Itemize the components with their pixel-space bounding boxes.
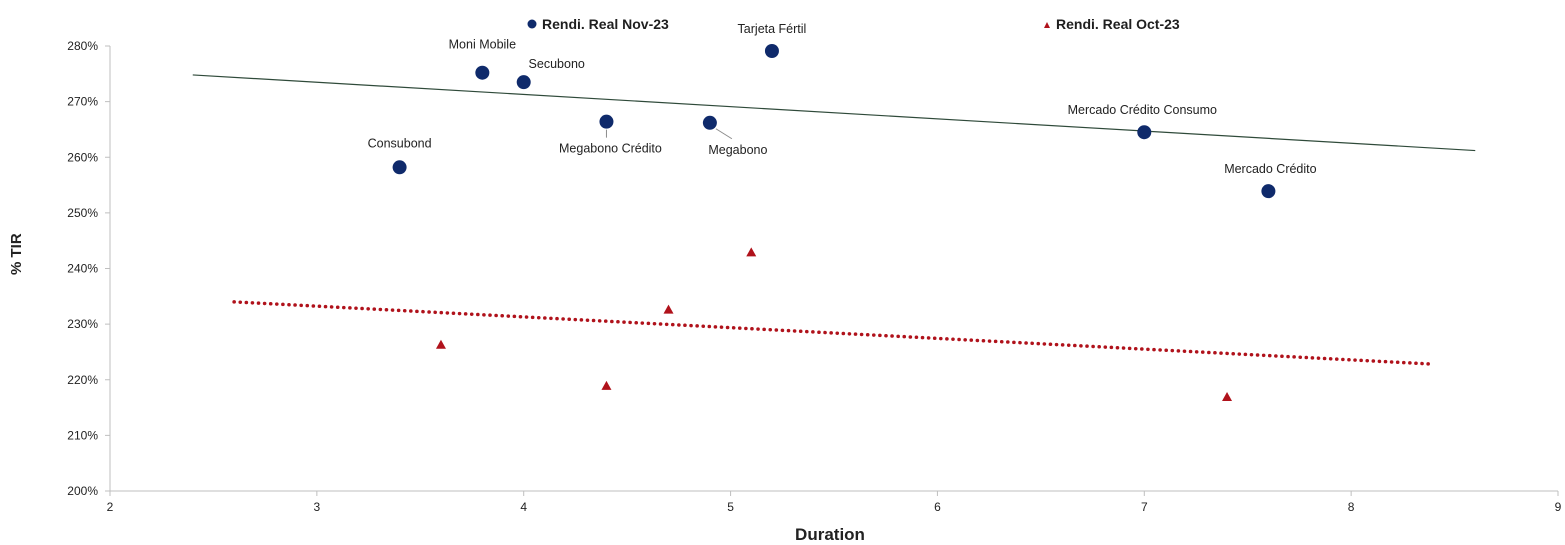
x-tick-label: 8 xyxy=(1348,500,1355,514)
data-point-nov xyxy=(1261,184,1276,199)
data-point-oct xyxy=(601,380,612,390)
x-tick-label: 2 xyxy=(107,500,114,514)
y-tick-label: 210% xyxy=(67,428,98,442)
x-tick-label: 9 xyxy=(1555,500,1562,514)
legend-label-nov: Rendi. Real Nov-23 xyxy=(542,16,669,32)
legend-label-oct: Rendi. Real Oct-23 xyxy=(1056,16,1180,32)
data-point-oct xyxy=(746,247,757,257)
y-tick-label: 280% xyxy=(67,39,98,53)
y-tick-label: 260% xyxy=(67,150,98,164)
data-point-nov xyxy=(599,114,614,129)
data-label: Mercado Crédito xyxy=(1224,162,1316,176)
y-axis-title: % TIR xyxy=(8,233,25,275)
legend-triangle-icon xyxy=(1043,16,1051,32)
y-tick-label: 250% xyxy=(67,206,98,220)
x-tick-label: 7 xyxy=(1141,500,1148,514)
data-label: Secubono xyxy=(529,57,585,71)
y-tick-label: 230% xyxy=(67,317,98,331)
y-tick-label: 270% xyxy=(67,95,98,109)
legend-nov: Rendi. Real Nov-23 xyxy=(527,16,669,32)
data-label: Megabono Crédito xyxy=(559,142,662,156)
x-tick-label: 5 xyxy=(727,500,734,514)
data-point-nov xyxy=(764,44,779,59)
leader-line xyxy=(715,128,733,140)
data-point-oct xyxy=(663,304,674,314)
data-label: Moni Mobile xyxy=(449,38,516,52)
data-point-nov xyxy=(475,65,490,80)
trendline-series-0 xyxy=(192,74,1476,152)
y-tick-label: 220% xyxy=(67,373,98,387)
x-tick-label: 3 xyxy=(314,500,321,514)
x-tick-label: 4 xyxy=(520,500,527,514)
y-tick-label: 240% xyxy=(67,262,98,276)
data-label: Consubond xyxy=(368,136,432,150)
y-tick-label: 200% xyxy=(67,484,98,498)
data-label: Megabono xyxy=(708,143,767,157)
data-label: Mercado Crédito Consumo xyxy=(1068,103,1217,117)
data-point-nov xyxy=(1137,125,1152,140)
data-point-nov xyxy=(516,75,531,90)
legend-oct: Rendi. Real Oct-23 xyxy=(1043,16,1180,32)
x-tick-label: 6 xyxy=(934,500,941,514)
data-point-oct xyxy=(1222,391,1233,401)
trendline-series-1 xyxy=(232,300,1436,366)
data-point-nov xyxy=(392,160,407,175)
data-label: Tarjeta Fértil xyxy=(738,22,807,36)
x-axis-title: Duration xyxy=(795,525,865,544)
data-point-nov xyxy=(702,115,717,130)
legend-circle-icon xyxy=(527,16,537,32)
data-point-oct xyxy=(435,339,446,349)
